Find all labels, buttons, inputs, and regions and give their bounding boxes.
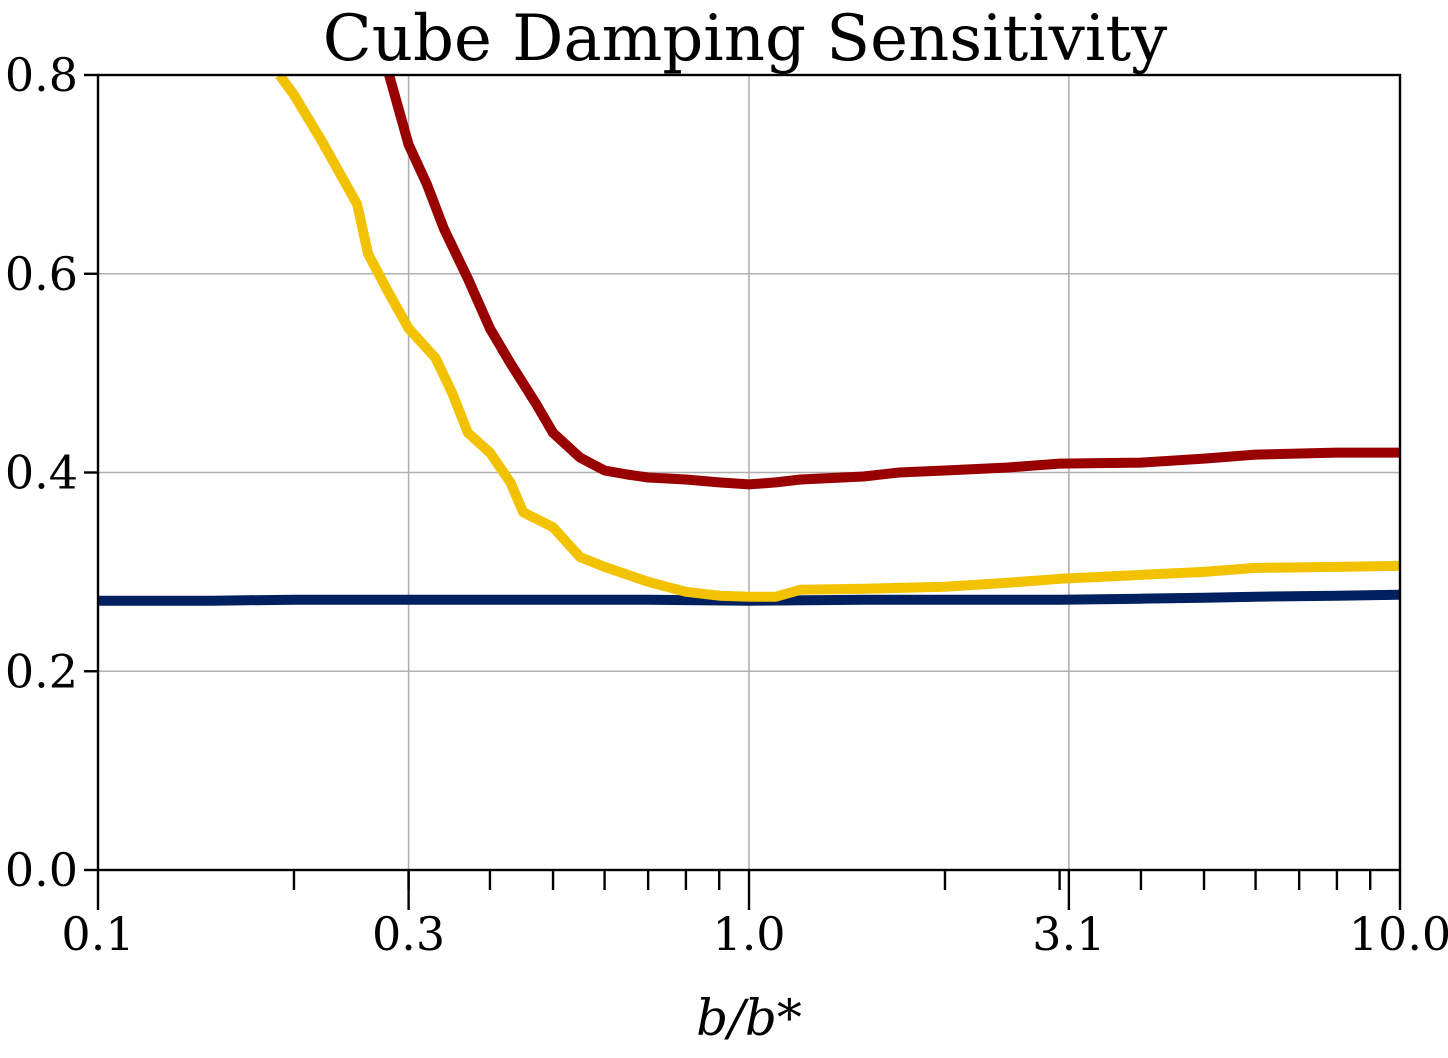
y-tick-label: 0.2: [5, 644, 78, 698]
series-line-3: [384, 75, 1400, 490]
tick-labels: 0.1 0.3 1.0 3.1 10.0 0.0 0.2 0.4 0.6 0.8: [5, 48, 1448, 961]
axis-ticks: [84, 73, 1402, 910]
x-tick-label: 10.0: [1349, 907, 1448, 961]
x-tick-label: 0.1: [61, 907, 134, 961]
y-tick-label: 0.8: [5, 48, 78, 102]
y-tick-label: 0.4: [5, 446, 78, 500]
series-line-1: [98, 589, 1400, 606]
chart-title: Cube Damping Sensitivity: [323, 2, 1167, 76]
series-lines: [98, 75, 1400, 606]
x-axis-label: b/b*: [696, 989, 802, 1047]
x-tick-label: 1.0: [712, 907, 785, 961]
series-line-2: [275, 75, 1400, 602]
grid-lines: [98, 75, 1400, 870]
x-tick-label: 0.3: [372, 907, 445, 961]
y-tick-label: 0.0: [5, 843, 78, 897]
y-tick-label: 0.6: [5, 247, 78, 301]
x-tick-label: 3.1: [1032, 907, 1105, 961]
